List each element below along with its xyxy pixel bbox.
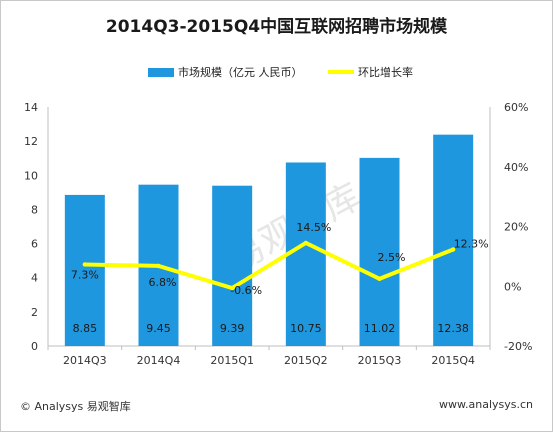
y-left-tick-label: 6	[31, 238, 38, 251]
growth-rate-label: 7.3%	[71, 268, 99, 281]
footer-copyright: © Analysys 易观智库	[20, 400, 131, 413]
bar-2015Q3	[359, 157, 400, 346]
growth-rate-label: 14.5%	[296, 221, 331, 234]
y-right-tick-label: -20%	[504, 340, 532, 353]
y-left-tick-label: 8	[31, 203, 38, 216]
growth-rate-point	[229, 285, 235, 291]
y-right-tick-label: 0%	[504, 280, 521, 293]
legend-line-label: 环比增长率	[358, 66, 413, 79]
bar-value-label: 8.85	[73, 322, 98, 335]
bar-2015Q2	[285, 162, 326, 346]
y-left-tick-label: 14	[24, 101, 38, 114]
y-left-tick-label: 2	[31, 306, 38, 319]
y-left-tick-label: 12	[24, 135, 38, 148]
x-tick-label: 2014Q4	[137, 354, 181, 367]
growth-rate-label: 12.3%	[454, 238, 489, 251]
legend-bar-label: 市场规模（亿元 人民币）	[178, 66, 303, 79]
growth-rate-point	[450, 247, 456, 252]
bar-2014Q3	[64, 194, 105, 346]
bar-value-label: 11.02	[364, 322, 396, 335]
growth-rate-point	[377, 276, 382, 281]
x-tick-label: 2015Q2	[284, 354, 328, 367]
y-right-tick-label: 60%	[504, 101, 528, 114]
y-right-tick-label: 20%	[504, 221, 528, 234]
y-left-tick-label: 4	[31, 272, 38, 285]
y-left-tick-label: 0	[31, 340, 38, 353]
bar-value-label: 12.38	[437, 322, 469, 335]
growth-rate-label: 6.8%	[149, 276, 177, 289]
y-left-tick-label: 10	[24, 169, 38, 182]
x-tick-label: 2014Q3	[63, 354, 107, 367]
x-tick-label: 2015Q4	[431, 354, 475, 367]
growth-rate-point	[303, 240, 309, 246]
bar-2015Q4	[433, 134, 474, 346]
growth-rate-label: 2.5%	[378, 251, 406, 264]
legend-line-swatch	[328, 70, 354, 74]
legend-item-bar: 市场规模（亿元 人民币）	[148, 64, 303, 80]
legend-item-line: 环比增长率	[328, 64, 413, 80]
bar-value-label: 9.45	[146, 322, 171, 335]
growth-rate-point	[156, 263, 161, 269]
bar-value-label: 9.39	[220, 322, 245, 335]
bar-value-label: 10.75	[290, 322, 322, 335]
footer-website: www.analysys.cn	[439, 398, 533, 411]
x-tick-label: 2015Q3	[358, 354, 402, 367]
legend: 市场规模（亿元 人民币） 环比增长率	[0, 64, 553, 82]
growth-rate-line	[84, 240, 454, 291]
growth-rate-label: -0.6%	[230, 284, 262, 297]
x-tick-label: 2015Q1	[210, 354, 254, 367]
chart-title: 2014Q3-2015Q4中国互联网招聘市场规模	[105, 17, 448, 37]
y-right-tick-label: 40%	[504, 161, 528, 174]
growth-rate-point	[82, 262, 88, 267]
legend-bar-swatch	[148, 67, 174, 77]
bar-2015Q1	[212, 185, 253, 346]
